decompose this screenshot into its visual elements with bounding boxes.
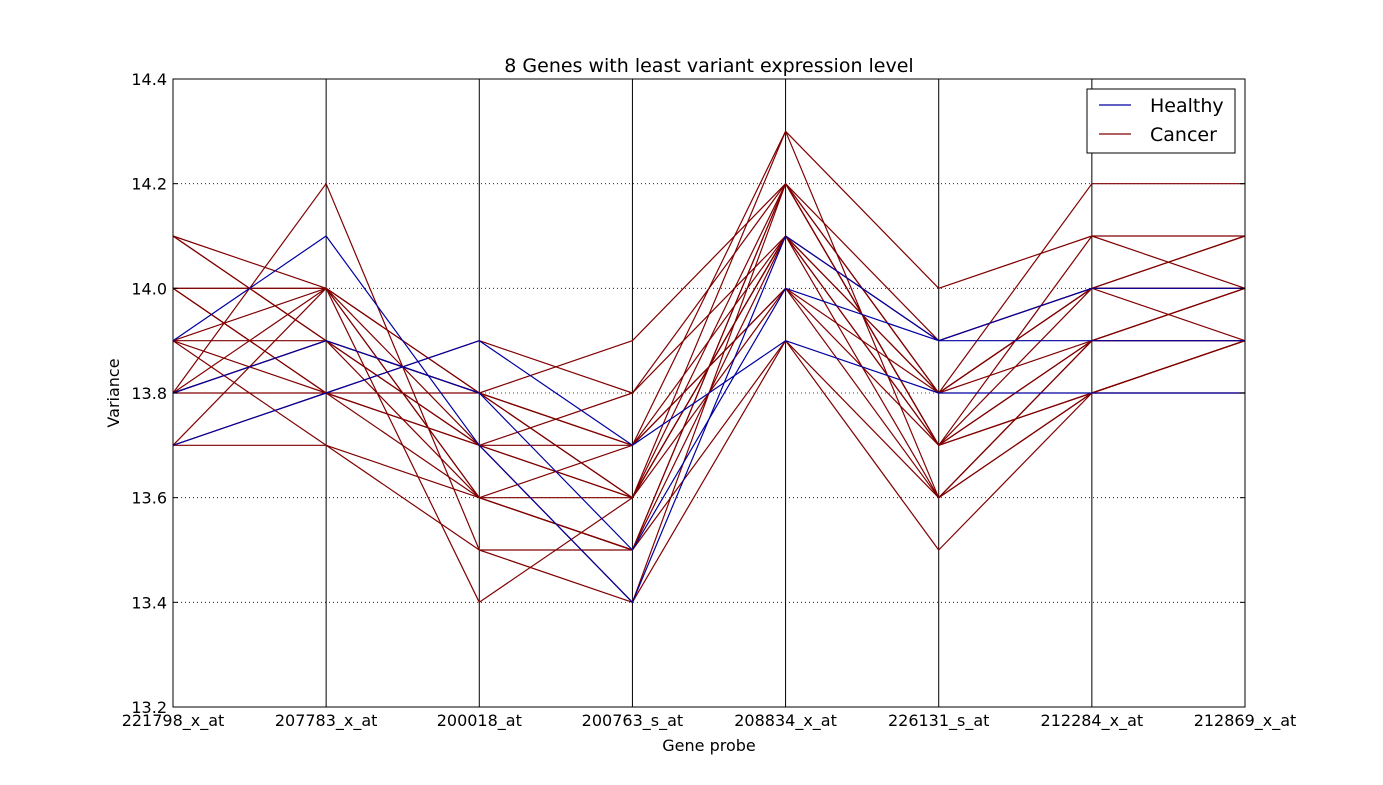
series-line-cancer-18 — [173, 287, 1246, 603]
y-tick-labels: 13.2 13.4 13.6 13.8 14.0 14.2 14.4 — [131, 70, 1245, 717]
y-tick-label: 13.8 — [131, 384, 167, 403]
y-axis-title: Variance — [104, 358, 123, 427]
series-line-healthy-21 — [172, 340, 1245, 446]
x-tick-label: 207783_x_at — [275, 711, 378, 731]
y-tick-label: 13.4 — [131, 593, 167, 612]
series-line-healthy-20 — [172, 287, 1245, 551]
series-lines — [172, 130, 1246, 603]
chart-title: 8 Genes with least variant expression le… — [504, 55, 913, 77]
series-line-cancer-17 — [173, 235, 1246, 446]
x-tick-label: 208834_x_at — [734, 711, 837, 731]
legend: Healthy Cancer — [1086, 88, 1236, 154]
y-tick-label: 14.4 — [131, 70, 167, 89]
series-line-cancer-15 — [172, 183, 1245, 446]
series-line-cancer-9 — [173, 340, 1246, 551]
x-tick-label: 200018_at — [437, 711, 522, 731]
x-tick-label: 200763_s_at — [582, 711, 684, 731]
y-tick-label: 14.0 — [131, 279, 167, 298]
series-line-cancer-11 — [172, 130, 1245, 499]
legend-label-healthy: Healthy — [1150, 95, 1224, 117]
y-tick-label: 13.2 — [131, 698, 167, 717]
x-axis-title: Gene probe — [662, 736, 755, 755]
legend-label-cancer: Cancer — [1150, 124, 1217, 146]
x-tick-label: 212284_x_at — [1041, 711, 1144, 731]
x-tick-labels: 221798_x_at 207783_x_at 200018_at 200763_s_… — [122, 711, 1297, 731]
y-tick-label: 13.6 — [131, 489, 167, 508]
x-tick-label: 212869_x_at — [1194, 711, 1297, 731]
x-tick-label: 226131_s_at — [888, 711, 990, 731]
y-tick-label: 14.2 — [131, 175, 167, 194]
legend-box — [1086, 88, 1236, 154]
x-tick-label: 221798_x_at — [122, 711, 225, 731]
